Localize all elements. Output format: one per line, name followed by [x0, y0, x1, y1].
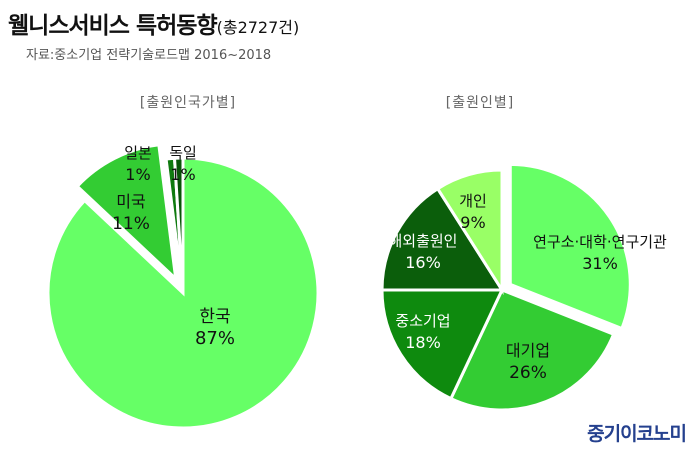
- slice-label: 연구소·대학·연구기관: [533, 233, 667, 251]
- title-count: (총2727건): [216, 18, 300, 37]
- chart-title-applicant: [출원인별]: [445, 95, 515, 111]
- pie-slice: [435, 168, 504, 296]
- slice-label: 독일: [169, 144, 197, 162]
- slice-value-label: 31%: [582, 254, 618, 273]
- slice-value-label: 9%: [460, 213, 485, 232]
- source-note: 자료:중소기업 전략기술로드맵 2016~2018: [26, 48, 272, 63]
- slice-value-label: 11%: [112, 214, 150, 234]
- brand-logo: 중기이코노미: [587, 423, 687, 445]
- slice-label: 대기업: [506, 341, 550, 360]
- slice-value-label: 87%: [195, 328, 235, 349]
- slice-label: 미국: [116, 192, 145, 211]
- pie-slice: [508, 162, 632, 331]
- slice-value-label: 16%: [405, 253, 441, 272]
- pie-slice: [380, 186, 505, 292]
- slice-value-label: 1%: [170, 165, 195, 184]
- pie-slice: [75, 143, 178, 283]
- slice-label: 일본: [124, 144, 152, 162]
- pie-slice: [380, 288, 505, 401]
- slice-label: 한국: [199, 307, 230, 327]
- title-main: 웰니스서비스 특허동향: [8, 13, 218, 39]
- slice-value-label: 18%: [405, 333, 441, 352]
- slice-label: 중소기업: [395, 312, 450, 330]
- slice-label: 개인: [459, 192, 487, 210]
- chart-title-country: [출원인국가별]: [139, 95, 237, 111]
- pie-slice: [172, 156, 185, 294]
- slice-label: 해외출원인: [388, 232, 457, 250]
- slice-value-label: 1%: [125, 165, 150, 184]
- page-title: 웰니스서비스 특허동향(총2727건): [8, 6, 299, 40]
- slice-value-label: 26%: [509, 363, 547, 383]
- pie-slice: [448, 288, 616, 412]
